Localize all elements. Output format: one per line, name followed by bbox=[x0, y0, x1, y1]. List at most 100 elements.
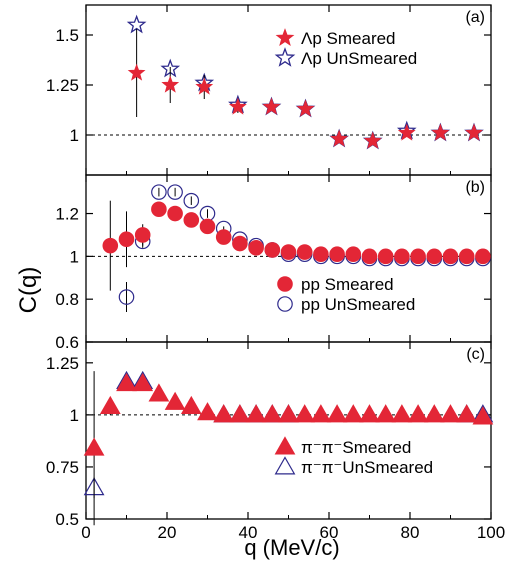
y-tick-label: 1 bbox=[70, 247, 79, 266]
data-point bbox=[183, 192, 200, 209]
data-point bbox=[423, 404, 445, 423]
data-point bbox=[262, 97, 281, 115]
data-point bbox=[161, 75, 180, 93]
data-point bbox=[264, 242, 281, 258]
data-point bbox=[313, 246, 329, 263]
data-point bbox=[465, 123, 483, 141]
data-point bbox=[310, 404, 332, 423]
y-tick-label: 1.2 bbox=[55, 205, 79, 224]
legend-marker-smeared bbox=[277, 276, 293, 292]
data-point bbox=[229, 404, 251, 423]
data-point bbox=[195, 77, 214, 95]
data-point bbox=[151, 184, 167, 200]
legend-marker-unsmeared bbox=[274, 456, 296, 475]
x-tick-label: 100 bbox=[477, 523, 505, 542]
data-point bbox=[456, 404, 478, 423]
data-point bbox=[326, 404, 348, 423]
x-tick-label: 80 bbox=[401, 523, 420, 542]
data-point bbox=[132, 372, 154, 392]
y-tick-label: 1.25 bbox=[46, 354, 79, 373]
legend-marker-smeared bbox=[274, 436, 296, 455]
data-point bbox=[407, 404, 429, 423]
data-point bbox=[99, 395, 121, 415]
y-tick-label: 0.75 bbox=[46, 458, 79, 477]
data-point bbox=[232, 235, 248, 252]
data-point bbox=[296, 99, 315, 117]
data-point bbox=[118, 231, 135, 248]
data-point bbox=[345, 246, 362, 263]
data-point bbox=[296, 244, 313, 260]
x-axis-title: q (MeV/c) bbox=[244, 535, 339, 560]
data-point bbox=[397, 123, 416, 141]
legend-marker-smeared bbox=[275, 28, 295, 46]
legend-label-unsmeared: pp UnSmeared bbox=[301, 295, 415, 314]
data-point bbox=[213, 404, 235, 423]
legend-label-smeared: π⁻π⁻Smeared bbox=[301, 438, 411, 457]
x-tick-label: 40 bbox=[239, 523, 258, 542]
panel-frame bbox=[85, 341, 492, 520]
x-tick-label: 60 bbox=[320, 523, 339, 542]
legend-label-smeared: Λp Smeared bbox=[301, 29, 396, 48]
data-point bbox=[261, 404, 283, 423]
panel-label: (b) bbox=[465, 179, 485, 196]
data-point bbox=[278, 404, 299, 423]
data-point bbox=[431, 123, 450, 141]
legend-label-smeared: pp Smeared bbox=[301, 275, 394, 294]
data-point bbox=[167, 205, 183, 222]
legend-marker-unsmeared bbox=[274, 47, 296, 67]
data-point bbox=[294, 404, 316, 423]
data-point bbox=[329, 246, 345, 263]
data-point bbox=[197, 402, 218, 421]
data-point bbox=[472, 406, 494, 425]
x-tick-label: 20 bbox=[158, 523, 177, 542]
data-point bbox=[391, 404, 413, 423]
data-point bbox=[442, 248, 459, 265]
data-point bbox=[102, 237, 119, 254]
data-point bbox=[280, 244, 297, 260]
data-point bbox=[116, 372, 137, 392]
data-point bbox=[228, 97, 247, 115]
data-point bbox=[458, 248, 475, 265]
data-point bbox=[410, 248, 426, 265]
data-point bbox=[475, 248, 491, 265]
data-point bbox=[148, 383, 170, 402]
panel-label: (c) bbox=[466, 346, 485, 363]
data-point bbox=[183, 212, 200, 228]
y-tick-label: 0.6 bbox=[55, 333, 79, 352]
y-tick-label: 1 bbox=[70, 126, 79, 145]
data-point bbox=[167, 184, 183, 200]
data-point bbox=[375, 404, 397, 423]
data-point bbox=[199, 218, 216, 235]
data-point bbox=[151, 201, 167, 218]
data-point bbox=[394, 248, 410, 265]
series-smeared bbox=[102, 200, 491, 291]
y-tick-label: 1.5 bbox=[55, 26, 79, 45]
data-point bbox=[215, 229, 232, 245]
data-point bbox=[342, 404, 364, 423]
data-point bbox=[245, 404, 267, 423]
data-point bbox=[363, 131, 382, 149]
data-point bbox=[361, 248, 378, 265]
x-tick-label: 0 bbox=[81, 523, 90, 542]
y-tick-label: 1 bbox=[70, 406, 79, 425]
y-axis-title: C(q) bbox=[15, 267, 42, 314]
panel-label: (a) bbox=[465, 9, 485, 26]
legend-marker-unsmeared bbox=[277, 296, 293, 312]
legend-label-unsmeared: π⁻π⁻UnSmeared bbox=[301, 458, 433, 477]
y-tick-label: 0.5 bbox=[55, 510, 79, 529]
data-point bbox=[118, 289, 135, 305]
data-point bbox=[83, 437, 105, 456]
data-point bbox=[248, 239, 264, 256]
y-tick-label: 1.25 bbox=[46, 76, 79, 95]
data-point bbox=[377, 248, 394, 265]
series-smeared bbox=[127, 29, 483, 149]
data-point bbox=[359, 404, 380, 423]
y-tick-label: 0.8 bbox=[55, 290, 79, 309]
data-point bbox=[164, 391, 186, 410]
